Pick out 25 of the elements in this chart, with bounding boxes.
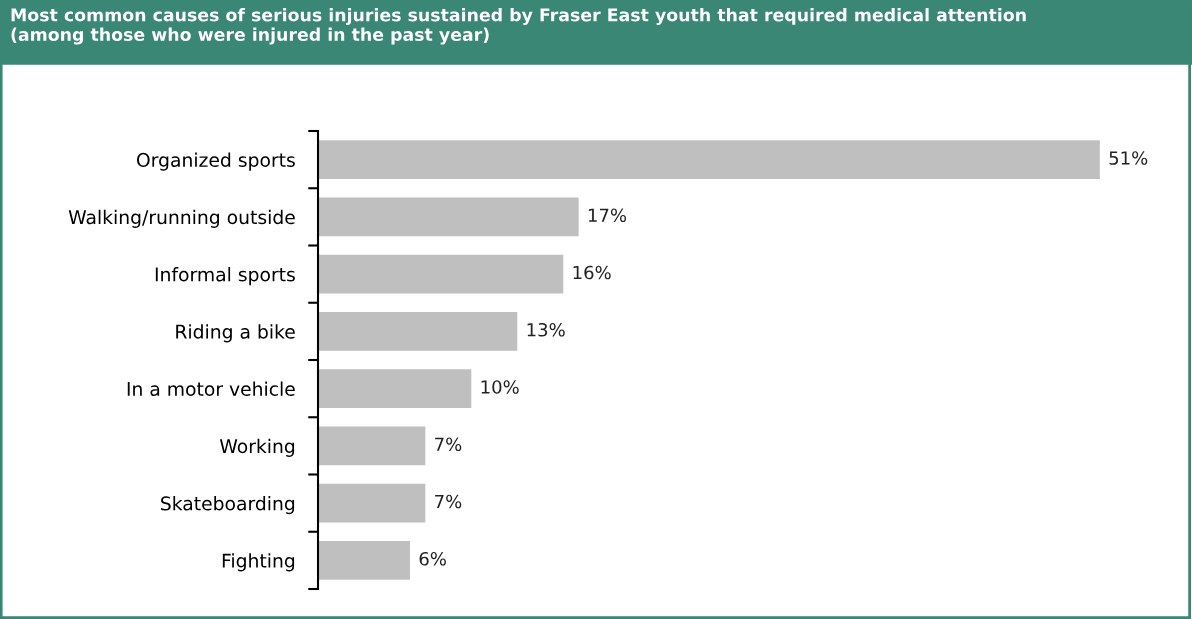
bar [318,369,472,409]
y-tick-label: Riding a bike [176,324,295,343]
bar [318,140,1100,180]
data-label: 10% [481,380,519,394]
data-label: 7% [435,437,462,452]
chart-title: Most common causes of serious injuries sustained by Fraser East youth that required medical attention (among those who were injured in the past year) [11,8,1026,45]
bar [318,197,579,237]
y-tick-label: Informal sports [155,267,295,286]
data-label: 17% [588,208,627,223]
data-label: 7% [435,494,462,509]
y-tick-label: Working [219,438,295,457]
y-tick-label: In a motor vehicle [127,381,295,397]
bar [318,540,410,580]
bar [318,426,426,466]
y-tick-label: Fighting [222,553,295,572]
y-tick-label: Walking/running outside [68,209,295,228]
y-tick-label: Organized sports [136,152,295,171]
bar [318,483,426,523]
bar [318,311,518,351]
y-tick-label: Skateboarding [161,496,295,515]
data-label: 13% [527,322,565,337]
data-label: 16% [573,265,611,280]
data-label: 51% [1109,151,1148,165]
bar [318,254,564,294]
data-label: 6% [419,551,446,566]
